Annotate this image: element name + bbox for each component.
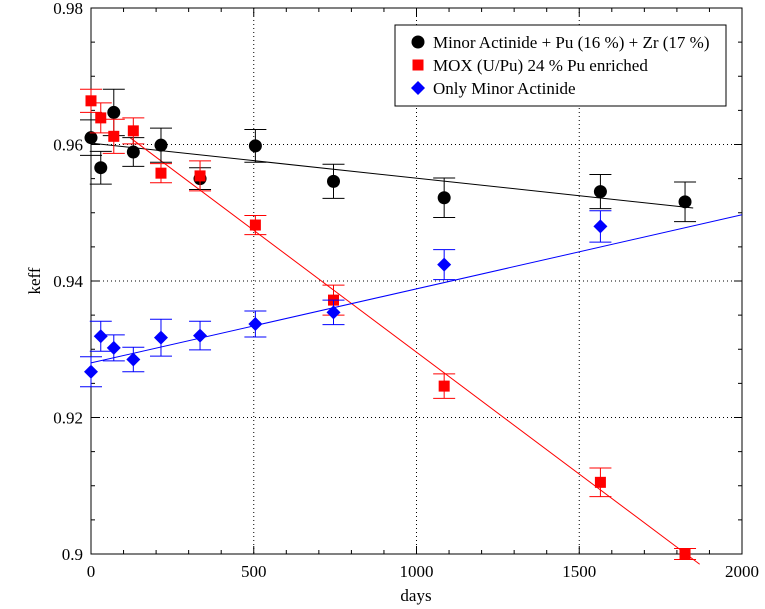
data-point [84,131,98,145]
x-tick-label: 1500 [562,562,596,581]
x-tick-label: 1000 [400,562,434,581]
x-axis-label: days [400,586,431,605]
data-point [594,476,606,488]
data-point [95,112,107,124]
data-point [248,139,262,153]
y-tick-label: 0.9 [62,545,83,564]
data-point [248,316,263,331]
y-tick-label: 0.96 [53,136,83,155]
data-point [194,170,206,182]
x-tick-label: 500 [241,562,267,581]
data-point [326,305,341,320]
data-point [126,352,141,367]
data-point [678,195,692,209]
y-tick-label: 0.94 [53,272,83,291]
data-point [127,125,139,137]
data-point [193,328,208,343]
data-point [107,105,121,119]
data-point [93,329,108,344]
y-tick-label: 0.98 [53,0,83,18]
data-point [437,191,451,205]
data-point [84,364,98,379]
legend-marker [411,81,425,95]
axis-ticks [90,7,743,555]
legend-box [394,24,727,107]
data-point [154,138,168,152]
data-point [155,167,167,179]
data-point [437,257,452,272]
x-tick-label: 0 [87,562,96,581]
data-point [85,95,97,107]
tick-labels: 0 500 1000 1500 2000 0.9 0.92 0.94 0.96 0.98 [53,0,759,581]
data-point [593,185,607,199]
data-point [593,219,608,234]
x-tick-label: 2000 [725,562,759,581]
data-point [106,340,121,355]
fit-line [129,137,700,565]
legend-label: Only Minor Actinide [433,79,576,98]
data-point [94,161,108,175]
data-point [126,145,140,159]
data-point [438,380,450,392]
data-point [679,548,691,560]
data-points [80,88,697,560]
legend-label: MOX (U/Pu) 24 % Pu enriched [433,56,648,75]
y-axis-label: keff [25,267,44,294]
legend: Minor Actinide + Pu (16 %) + Zr (17 %) MO… [394,24,727,107]
data-point [326,174,340,188]
fit-line [90,142,694,209]
legend-marker [412,59,424,71]
grid [91,8,742,554]
legend-label: Minor Actinide + Pu (16 %) + Zr (17 %) [433,33,710,52]
data-point [153,330,168,345]
data-point [249,219,261,231]
y-tick-label: 0.92 [53,409,83,428]
legend-marker [411,35,425,49]
data-point [108,130,120,142]
